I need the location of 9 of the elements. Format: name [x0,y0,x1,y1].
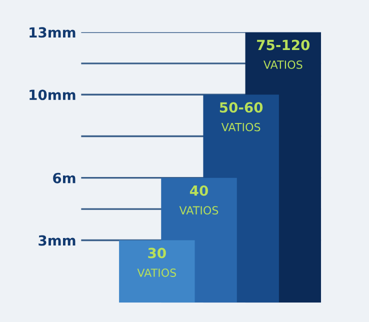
y-tick-label: 3mm [38,235,76,246]
annotation: 30 VATIOS [137,248,176,277]
annotation: 50-60 VATIOS [220,102,263,132]
y-tick-label: 10mm [30,90,76,100]
y-tick-label: 6m [53,172,76,184]
annotation: 40 VATIOS [179,185,218,215]
bar [119,240,195,303]
annotation: 75-120 VATIOS [257,40,310,69]
y-tick-label: 13mm [30,27,76,38]
